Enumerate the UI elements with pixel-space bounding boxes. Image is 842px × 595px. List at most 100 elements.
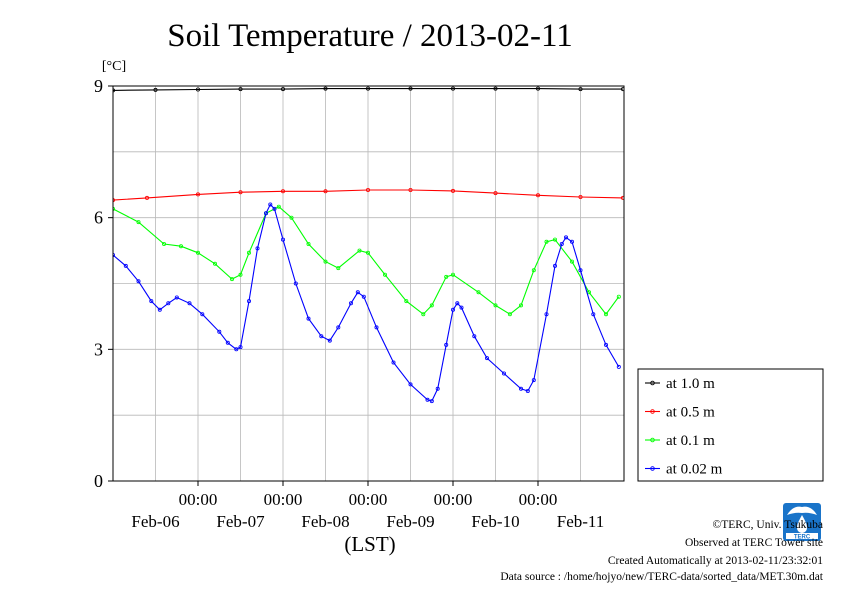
data-point xyxy=(493,303,498,308)
terc-logo: TERC xyxy=(783,503,821,541)
data-point xyxy=(238,272,243,277)
x-axis-label: (LST) xyxy=(344,532,395,556)
data-point xyxy=(336,325,341,330)
data-point xyxy=(459,305,464,310)
data-point xyxy=(404,299,409,304)
data-point xyxy=(455,301,460,306)
series-4 xyxy=(113,202,621,404)
data-point xyxy=(195,87,200,92)
data-point xyxy=(425,397,430,402)
data-point xyxy=(391,360,396,365)
data-point xyxy=(306,316,311,321)
data-point xyxy=(144,195,149,200)
data-point xyxy=(246,299,251,304)
data-point xyxy=(365,86,370,91)
data-point xyxy=(153,87,158,92)
data-point xyxy=(323,259,328,264)
data-point xyxy=(268,202,273,207)
x-tick-time-label: 00:00 xyxy=(519,490,558,509)
legend-swatch-point xyxy=(650,466,655,471)
data-point xyxy=(382,272,387,277)
data-point xyxy=(476,290,481,295)
legend-label: at 0.1 m xyxy=(666,433,715,449)
x-tick-time-label: 00:00 xyxy=(264,490,303,509)
legend-swatch-point xyxy=(650,380,655,386)
data-point xyxy=(336,266,341,271)
data-point xyxy=(493,191,498,196)
data-point xyxy=(553,237,558,242)
x-tick-date-label: Feb-09 xyxy=(386,512,434,531)
svg-text:TERC: TERC xyxy=(794,534,811,540)
data-point xyxy=(616,364,621,369)
data-point xyxy=(450,307,455,312)
footer-observed-site: Observed at TERC Tower site xyxy=(684,537,823,549)
data-point xyxy=(429,399,434,404)
data-point xyxy=(238,190,243,195)
data-point xyxy=(280,87,285,92)
data-point xyxy=(421,312,426,317)
data-point xyxy=(365,250,370,255)
data-point xyxy=(238,345,243,350)
data-point xyxy=(578,268,583,273)
series-line xyxy=(113,88,623,91)
data-point xyxy=(306,241,311,246)
footer-created-time: Created Automatically at 2013-02-11/23:3… xyxy=(607,555,823,567)
footer-copyright: ©TERC, Univ. Tsukuba xyxy=(712,519,823,531)
data-point xyxy=(472,334,477,339)
data-point xyxy=(361,294,366,299)
data-point xyxy=(195,192,200,197)
data-point xyxy=(161,241,166,246)
data-point xyxy=(450,188,455,193)
legend-label: at 0.02 m xyxy=(666,462,723,478)
data-point xyxy=(570,259,575,264)
legend: at 1.0 m at 0.5 m at 0.1 m at 0.02 m xyxy=(637,368,824,482)
data-point xyxy=(429,303,434,308)
data-point xyxy=(544,239,549,244)
data-point xyxy=(272,206,277,211)
data-point xyxy=(408,86,413,91)
legend-label: at 1.0 m xyxy=(666,376,715,392)
data-point xyxy=(280,189,285,194)
data-point xyxy=(263,211,268,216)
legend-swatch-point xyxy=(650,409,655,414)
series-2 xyxy=(113,187,624,203)
data-point xyxy=(578,87,583,92)
x-tick-date-label: Feb-11 xyxy=(557,512,605,531)
data-point xyxy=(519,303,524,308)
data-point xyxy=(149,299,154,304)
x-tick-date-label: Feb-10 xyxy=(471,512,519,531)
data-point xyxy=(229,277,234,282)
data-point xyxy=(323,86,328,91)
data-point xyxy=(507,312,512,317)
data-point xyxy=(531,268,536,273)
x-tick-time-label: 00:00 xyxy=(349,490,388,509)
data-point xyxy=(195,250,200,255)
data-point xyxy=(166,301,171,306)
data-point xyxy=(217,329,222,334)
data-point xyxy=(157,307,162,312)
y-axis-unit-label: [°C] xyxy=(102,59,126,74)
data-point xyxy=(174,295,179,300)
legend-frame xyxy=(637,368,824,482)
data-point xyxy=(289,215,294,220)
data-point xyxy=(293,281,298,286)
data-point xyxy=(553,263,558,268)
x-tick-time-label: 00:00 xyxy=(434,490,473,509)
data-point xyxy=(200,312,205,317)
data-point xyxy=(212,261,217,266)
data-point xyxy=(136,220,141,225)
x-tick-time-label: 00:00 xyxy=(179,490,218,509)
data-point xyxy=(450,272,455,277)
data-point xyxy=(578,194,583,199)
data-point xyxy=(559,241,564,246)
x-tick-date-label: Feb-06 xyxy=(131,512,179,531)
data-point xyxy=(621,87,624,92)
data-point xyxy=(408,187,413,192)
series-line xyxy=(113,206,620,316)
y-tick-label: 3 xyxy=(94,339,103,359)
data-point xyxy=(604,342,609,347)
data-point xyxy=(604,312,609,317)
data-point xyxy=(280,237,285,242)
data-point xyxy=(255,246,260,251)
